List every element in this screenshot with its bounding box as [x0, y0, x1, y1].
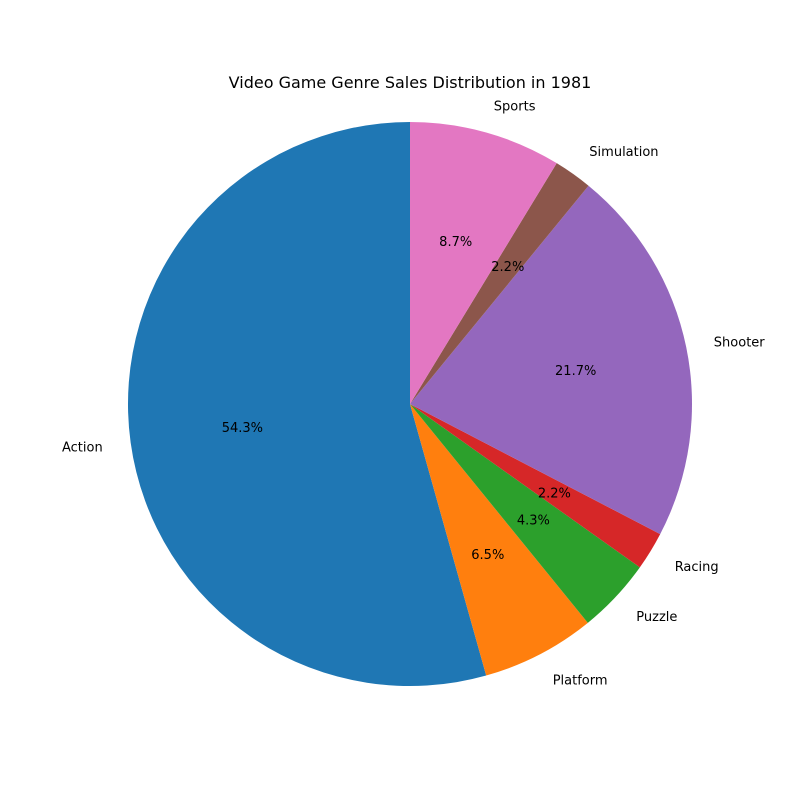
slice-percent-platform: 6.5% [471, 548, 504, 563]
pie-slice-racing [410, 404, 661, 568]
slice-percent-action: 54.3% [222, 421, 263, 436]
slice-percent-shooter: 21.7% [555, 364, 596, 379]
slice-label-simulation: Simulation [589, 145, 658, 160]
pie-slices [127, 122, 692, 686]
slice-percent-puzzle: 4.3% [517, 514, 550, 529]
slice-label-sports: Sports [494, 99, 536, 114]
slice-label-racing: Racing [675, 560, 719, 575]
slice-percent-racing: 2.2% [538, 486, 571, 501]
pie-slice-simulation [410, 163, 589, 404]
pie-slice-action [127, 122, 487, 686]
pie-slice-sports [410, 122, 557, 404]
slice-label-action: Action [62, 440, 103, 455]
pie-slice-shooter [410, 185, 692, 535]
slice-label-platform: Platform [553, 673, 608, 688]
pie-slice-puzzle [410, 404, 640, 623]
slice-label-shooter: Shooter [714, 336, 765, 351]
slice-label-puzzle: Puzzle [636, 610, 677, 625]
pie-labels: Action 54.3% Platform 6.5% Puzzle 4.3% Racing 2… [62, 99, 765, 688]
pie-slice-platform [410, 404, 588, 676]
slice-percent-sports: 8.7% [439, 235, 472, 250]
chart-title: Video Game Genre Sales Distribution in 1… [229, 73, 592, 92]
slice-percent-simulation: 2.2% [491, 260, 524, 275]
